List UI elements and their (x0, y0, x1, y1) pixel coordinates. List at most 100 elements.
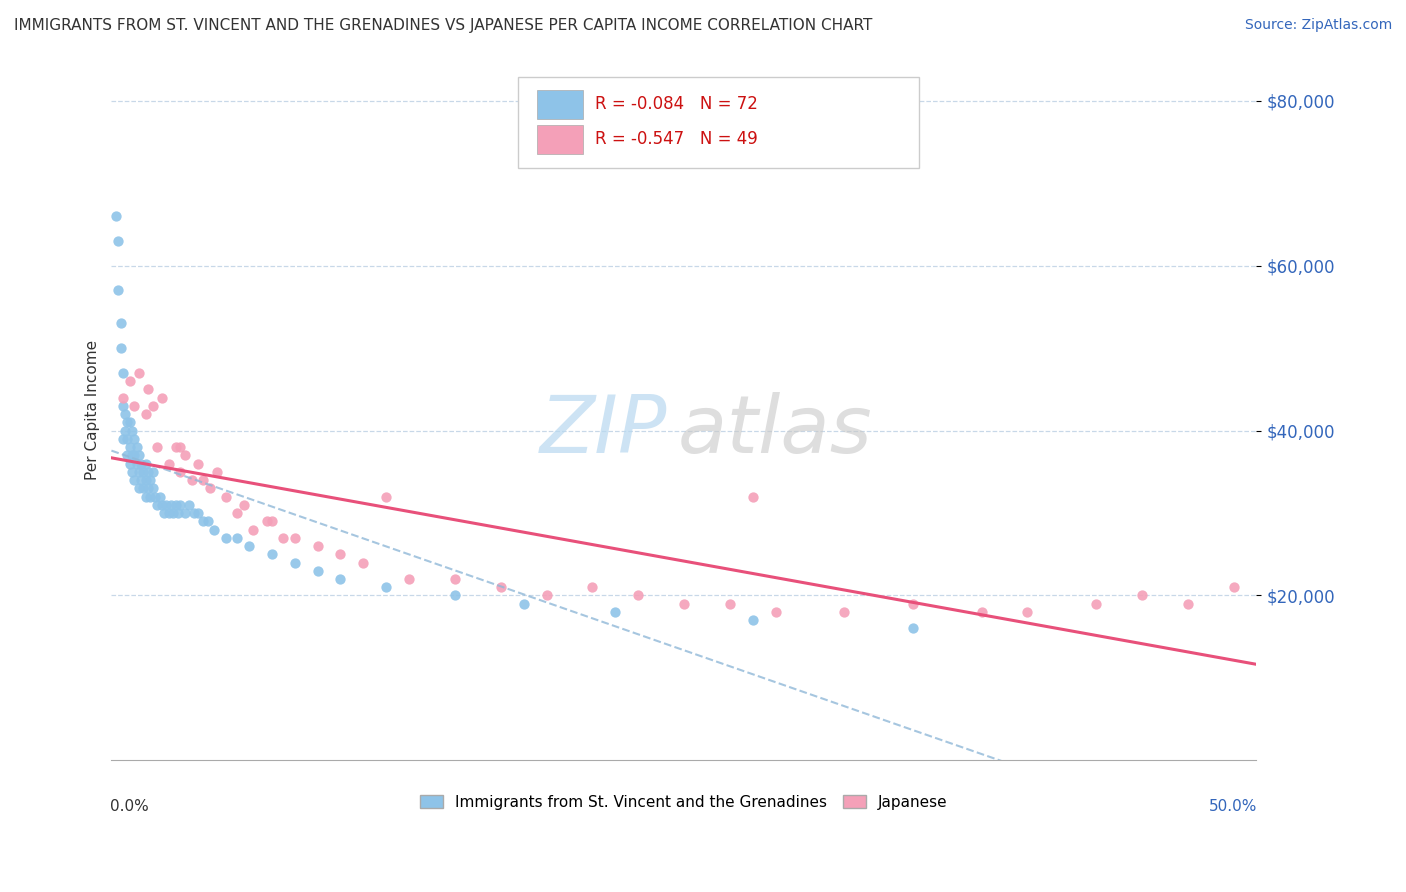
Point (129, 473, 152, 487)
Point (111, 432, 134, 446)
Point (136, 465, 159, 479)
Point (1130, 589, 1153, 603)
Point (135, 490, 157, 504)
Point (536, 589, 558, 603)
Point (1085, 597, 1108, 611)
FancyBboxPatch shape (517, 77, 918, 169)
Point (444, 589, 467, 603)
Point (169, 465, 191, 479)
Point (329, 547, 352, 561)
Point (125, 440, 148, 454)
Legend: Immigrants from St. Vincent and the Grenadines, Japanese: Immigrants from St. Vincent and the Gren… (415, 789, 953, 816)
Point (118, 440, 141, 454)
Point (191, 514, 214, 528)
Text: ZIP: ZIP (540, 392, 666, 470)
Point (183, 506, 205, 520)
Point (271, 531, 294, 545)
Point (104, 209, 127, 223)
Point (1222, 580, 1244, 594)
Point (187, 506, 209, 520)
Point (444, 572, 467, 586)
Point (118, 415, 141, 429)
Point (169, 440, 191, 454)
Point (173, 448, 195, 462)
Point (672, 597, 695, 611)
Point (284, 556, 307, 570)
Point (718, 597, 741, 611)
Point (901, 597, 924, 611)
Point (121, 448, 143, 462)
Point (114, 424, 136, 438)
Point (205, 465, 228, 479)
Point (191, 473, 214, 487)
Point (128, 448, 150, 462)
Point (110, 317, 132, 331)
Point (489, 580, 512, 594)
Point (111, 399, 134, 413)
Point (117, 448, 139, 462)
Point (118, 374, 141, 388)
Point (166, 506, 188, 520)
Point (198, 481, 221, 495)
Point (128, 481, 150, 495)
Y-axis label: Per Capita Income: Per Capita Income (86, 340, 100, 480)
Point (128, 465, 150, 479)
Point (139, 473, 162, 487)
Point (111, 391, 134, 405)
Point (605, 605, 627, 619)
Point (741, 613, 763, 627)
Point (132, 465, 155, 479)
Point (233, 498, 256, 512)
Point (118, 457, 141, 471)
Point (110, 341, 132, 355)
Point (215, 531, 238, 545)
Point (165, 440, 187, 454)
Point (204, 523, 226, 537)
Point (148, 490, 170, 504)
Point (197, 514, 219, 528)
Point (135, 457, 157, 471)
Point (173, 506, 195, 520)
Point (329, 572, 352, 586)
Point (143, 490, 166, 504)
Point (139, 490, 162, 504)
Point (157, 457, 180, 471)
Point (180, 473, 202, 487)
Point (117, 432, 139, 446)
Bar (537, 125, 583, 154)
Text: R = -0.084   N = 72: R = -0.084 N = 72 (595, 95, 758, 112)
Point (256, 514, 278, 528)
Point (125, 457, 148, 471)
Point (146, 440, 169, 454)
Point (117, 415, 139, 429)
Point (160, 498, 183, 512)
Point (187, 457, 209, 471)
Point (150, 498, 173, 512)
Point (155, 498, 177, 512)
Point (153, 506, 176, 520)
Point (142, 465, 165, 479)
Point (970, 605, 993, 619)
Point (162, 506, 184, 520)
Point (284, 531, 307, 545)
Point (215, 490, 238, 504)
Point (150, 391, 173, 405)
Point (765, 605, 787, 619)
Point (124, 399, 146, 413)
Point (398, 572, 420, 586)
Point (111, 366, 134, 380)
Point (512, 597, 534, 611)
Point (124, 473, 146, 487)
Bar (537, 90, 583, 120)
Point (226, 506, 249, 520)
Point (581, 580, 603, 594)
Point (114, 407, 136, 421)
Point (129, 457, 152, 471)
Text: atlas: atlas (678, 392, 873, 470)
Point (1177, 597, 1199, 611)
Point (627, 589, 650, 603)
Point (242, 523, 264, 537)
Point (352, 556, 374, 570)
Point (146, 498, 169, 512)
Point (135, 473, 157, 487)
